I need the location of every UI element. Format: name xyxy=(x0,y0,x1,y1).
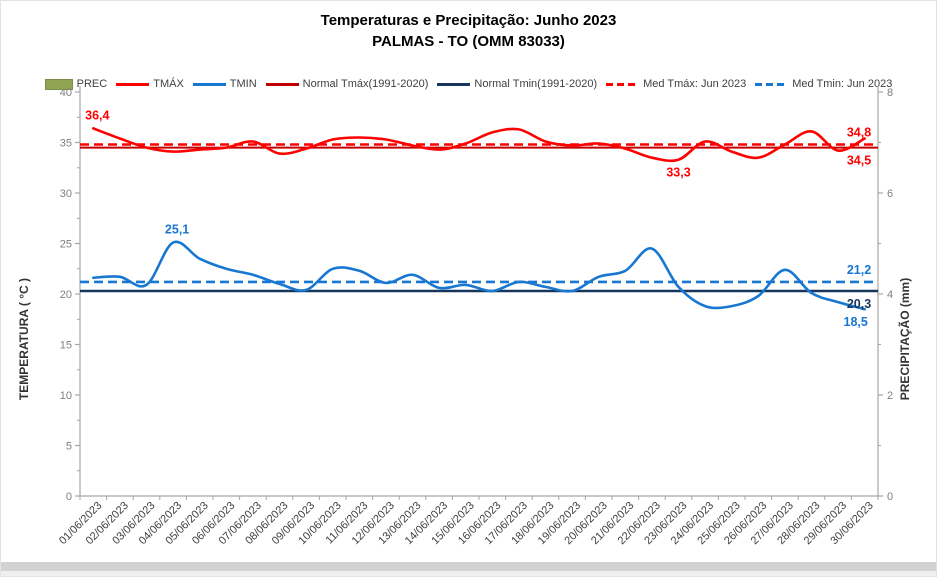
legend-label: TMIN xyxy=(229,78,257,90)
chart-title-line2: PALMAS - TO (OMM 83033) xyxy=(372,33,565,50)
tmin-curve xyxy=(92,240,866,311)
legend-item-tmin: TMIN xyxy=(192,78,257,90)
legend-label: TMÁX xyxy=(153,78,184,90)
left-axis-tick-label: 30 xyxy=(60,188,72,200)
tmax-line-icon xyxy=(116,82,150,86)
legend-label: Med Tmin: Jun 2023 xyxy=(792,78,893,90)
left-axis-tick-label: 25 xyxy=(60,239,72,251)
left-axis-title: TEMPERATURA ( °C ) xyxy=(17,278,31,400)
right-axis-tick-label: 0 xyxy=(887,491,893,503)
bottom-frame-band xyxy=(1,562,936,571)
med-tmax-dash-icon xyxy=(606,82,640,86)
chart-title-block: Temperaturas e Precipitação: Junho 2023 … xyxy=(1,10,936,52)
normal-tmin-line-icon xyxy=(437,82,471,86)
data-label: 34,8 xyxy=(847,126,871,140)
legend-item-normal-tmin: Normal Tmin(1991-2020) xyxy=(437,78,597,90)
data-label: 18,5 xyxy=(844,315,868,329)
tmax-curve xyxy=(92,127,866,163)
right-axis-title: PRECIPITAÇÃO (mm) xyxy=(897,278,912,400)
legend-label: Normal Tmin(1991-2020) xyxy=(474,78,598,90)
chart-title-line1: Temperaturas e Precipitação: Junho 2023 xyxy=(320,12,617,29)
normal-tmax-line-icon xyxy=(265,82,299,86)
left-axis-tick-label: 35 xyxy=(60,138,72,150)
data-label: 21,2 xyxy=(847,263,871,277)
legend-label: Normal Tmáx(1991-2020) xyxy=(302,78,429,90)
left-axis-tick-label: 0 xyxy=(66,491,72,503)
right-axis-tick-label: 8 xyxy=(887,87,893,99)
chart-legend: PREC TMÁX TMIN Normal Tmáx(1991-2020) No… xyxy=(1,78,936,90)
data-label: 36,4 xyxy=(85,108,109,122)
legend-item-tmax: TMÁX xyxy=(116,78,184,90)
legend-item-med-tmax: Med Tmáx: Jun 2023 xyxy=(606,78,746,90)
right-axis-tick-label: 2 xyxy=(887,390,893,402)
right-axis-tick-label: 4 xyxy=(887,289,893,301)
data-label: 33,3 xyxy=(666,166,690,180)
legend-item-prec: PREC xyxy=(44,78,108,90)
legend-label: PREC xyxy=(76,78,108,90)
data-label: 34,5 xyxy=(847,154,871,168)
legend-item-med-tmin: Med Tmin: Jun 2023 xyxy=(755,78,892,90)
left-axis-tick-label: 40 xyxy=(60,87,72,99)
legend-item-normal-tmax: Normal Tmáx(1991-2020) xyxy=(265,78,429,90)
prec-swatch-icon xyxy=(44,78,73,90)
left-axis-tick-label: 5 xyxy=(66,441,72,453)
legend-label: Med Tmáx: Jun 2023 xyxy=(643,78,747,90)
data-label: 20,3 xyxy=(847,297,871,311)
bottom-frame-band-light xyxy=(1,571,936,576)
data-label: 25,1 xyxy=(165,223,189,237)
left-axis-tick-label: 15 xyxy=(60,340,72,352)
left-axis-tick-label: 10 xyxy=(60,390,72,402)
med-tmin-dash-icon xyxy=(755,82,789,86)
left-axis-tick-label: 20 xyxy=(60,289,72,301)
tmin-line-icon xyxy=(192,82,226,86)
right-axis-tick-label: 6 xyxy=(887,188,893,200)
